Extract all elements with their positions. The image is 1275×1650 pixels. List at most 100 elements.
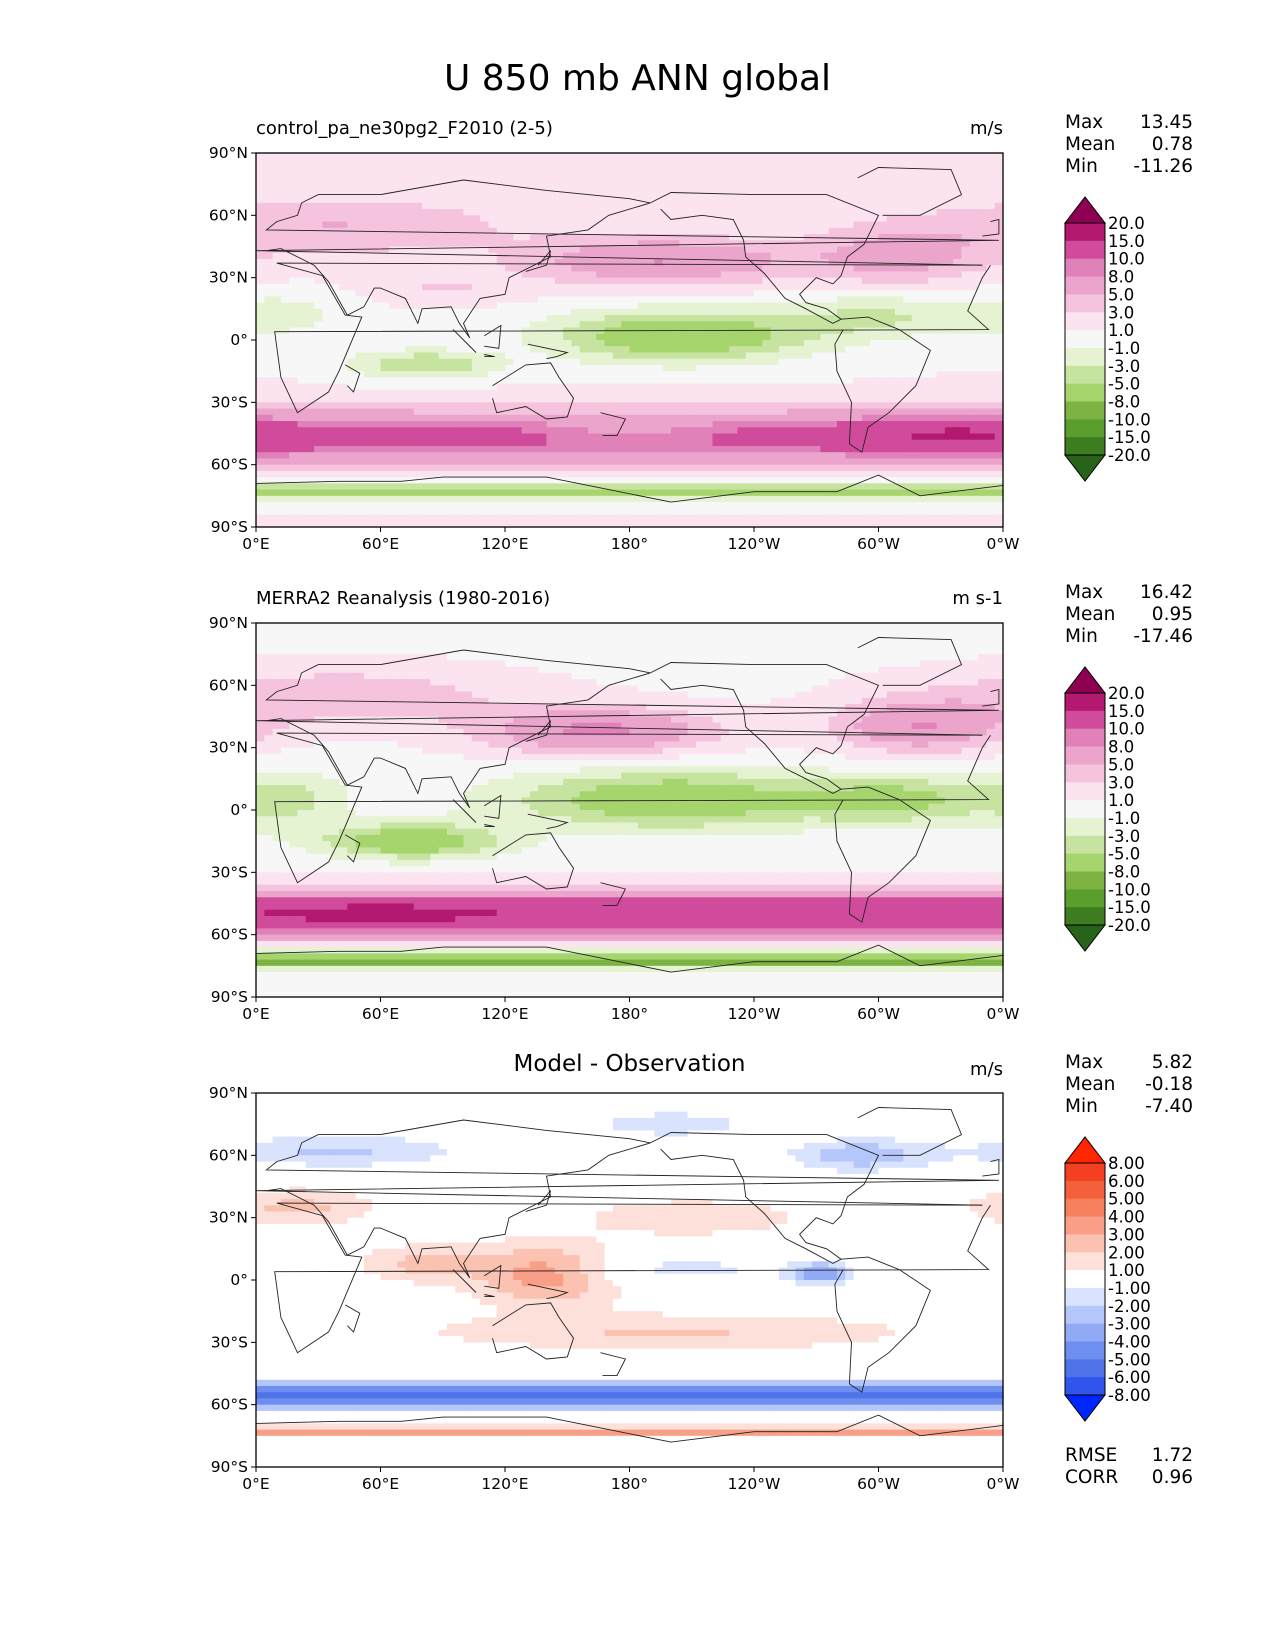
lon-tick-label: 180° [611, 1005, 648, 1023]
colorbar-extend-min [1063, 454, 1107, 482]
panel-title: Model - Observation [513, 1051, 746, 1077]
colorbar-label: 5.00 [1108, 1190, 1145, 1209]
colorbar-segment [1065, 907, 1105, 926]
coastline [484, 324, 502, 349]
error-stats-block: RMSE 1.72 CORR 0.96 [1065, 1445, 1193, 1489]
coastline [492, 362, 574, 420]
colorbar-label: 5.0 [1108, 755, 1134, 774]
colorbar-label: 1.0 [1108, 321, 1134, 340]
colorbar-segment [1065, 800, 1105, 819]
colorbar-extend-max [1063, 666, 1107, 694]
lon-tick-label: 0°W [987, 535, 1020, 553]
colorbar-label: 4.00 [1108, 1208, 1145, 1227]
colorbar-label: -20.0 [1108, 916, 1151, 935]
coastline [525, 250, 552, 272]
colorbar-segment [1065, 1323, 1105, 1342]
lat-tick-label: 90°S [211, 1458, 248, 1476]
colorbar-label: -5.0 [1108, 845, 1140, 864]
coastline [255, 179, 999, 339]
colorbar-frame [1064, 1162, 1106, 1396]
lon-tick-label: 180° [611, 1475, 648, 1493]
colorbar-segment [1065, 817, 1105, 837]
panel-test: control_pa_ne30pg2_F2010 (2-5) m/s 0°E 60… [0, 112, 1275, 553]
colorbar-label: 2.00 [1108, 1243, 1145, 1262]
colorbar-segment [1065, 294, 1105, 313]
colorbar-label: -1.00 [1108, 1279, 1151, 1298]
coastline [982, 218, 1000, 237]
lon-tick-label: 0°W [987, 1475, 1020, 1493]
colorbar-segment [1065, 728, 1105, 747]
lon-tick-label: 120°E [481, 1475, 528, 1493]
colorbar-segment [1065, 1341, 1105, 1360]
coastline [255, 944, 1004, 973]
colorbar-extend-min [1063, 924, 1107, 952]
colorbar-segment [1065, 276, 1105, 295]
lat-tick-label: 0° [230, 801, 248, 819]
lon-tick-label: 120°E [481, 1005, 528, 1023]
colorbar-label: -3.0 [1108, 357, 1140, 376]
coastlines [255, 1107, 1004, 1443]
stat-max: Max 5.82 [1065, 1052, 1193, 1073]
colorbar-label: 3.0 [1108, 773, 1134, 792]
coastline [344, 834, 361, 863]
coastline [650, 192, 880, 324]
heatmap-cells [256, 1093, 1004, 1468]
colorbar-segment [1065, 1305, 1105, 1325]
lon-tick-label: 60°W [857, 1475, 900, 1493]
colorbar-label: 10.0 [1108, 250, 1145, 269]
coastline [452, 1269, 477, 1293]
stat-mean: Mean 0.95 [1065, 604, 1193, 625]
colorbar-segment [1065, 1198, 1105, 1217]
lon-tick-label: 120°W [728, 1005, 781, 1023]
lon-tick-label: 0°W [987, 1005, 1020, 1023]
stat-min: Min -7.40 [1065, 1096, 1193, 1117]
lat-tick-label: 30°N [209, 1209, 248, 1227]
colorbar-segment [1065, 1287, 1105, 1307]
colorbar-extend-min [1063, 1394, 1107, 1422]
coastline [982, 1158, 1000, 1177]
colorbar-segment [1065, 419, 1105, 438]
colorbar-segment [1065, 330, 1105, 349]
coastline [650, 662, 880, 794]
lat-tick-label: 60°S [211, 1396, 248, 1414]
colorbar-diff: 8.006.005.004.003.002.001.00-1.00-2.00-3… [1063, 1136, 1151, 1422]
colorbar-label: -8.0 [1108, 393, 1140, 412]
colorbar-label: -15.0 [1108, 898, 1151, 917]
coastline [525, 720, 552, 742]
colorbar-label: 20.0 [1108, 214, 1145, 233]
colorbar-label: 5.0 [1108, 285, 1134, 304]
panel-title: control_pa_ne30pg2_F2010 (2-5) [256, 118, 553, 139]
colorbar-label: -15.0 [1108, 428, 1151, 447]
colorbar-label: 8.0 [1108, 268, 1134, 287]
coastline [255, 649, 999, 809]
colorbar-segment [1065, 383, 1105, 402]
colorbar-ref: 20.015.010.08.05.03.01.0-1.0-3.0-5.0-8.0… [1063, 666, 1151, 952]
coastlines [255, 637, 1004, 973]
colorbar-label: -1.0 [1108, 809, 1140, 828]
lat-tick-label: 90°N [209, 614, 248, 632]
lon-tick-label: 120°W [728, 535, 781, 553]
coastline [452, 329, 477, 353]
lat-tick-label: 30°S [211, 393, 248, 411]
coastline [600, 882, 627, 907]
colorbar-segment [1065, 347, 1105, 367]
coastline [452, 799, 477, 823]
coastline [255, 1119, 999, 1279]
colorbar-label: 1.0 [1108, 791, 1134, 810]
stat-rmse: RMSE 1.72 [1065, 1445, 1193, 1466]
colorbar-segment [1065, 1359, 1105, 1378]
coastline [600, 412, 627, 437]
coastline [857, 1107, 963, 1156]
lat-tick-label: 90°S [211, 988, 248, 1006]
lon-tick-label: 60°W [857, 1005, 900, 1023]
stat-corr: CORR 0.96 [1065, 1467, 1193, 1488]
coastline [834, 1256, 931, 1393]
colorbar-label: -1.0 [1108, 339, 1140, 358]
colorbar-label: -4.00 [1108, 1333, 1151, 1352]
lon-tick-label: 60°E [362, 1005, 399, 1023]
coastline [274, 1202, 991, 1354]
colorbar-label: -5.00 [1108, 1350, 1151, 1369]
colorbar-label: -3.0 [1108, 827, 1140, 846]
stat-max: Max 16.42 [1065, 582, 1193, 603]
lat-tick-label: 60°N [209, 206, 248, 224]
